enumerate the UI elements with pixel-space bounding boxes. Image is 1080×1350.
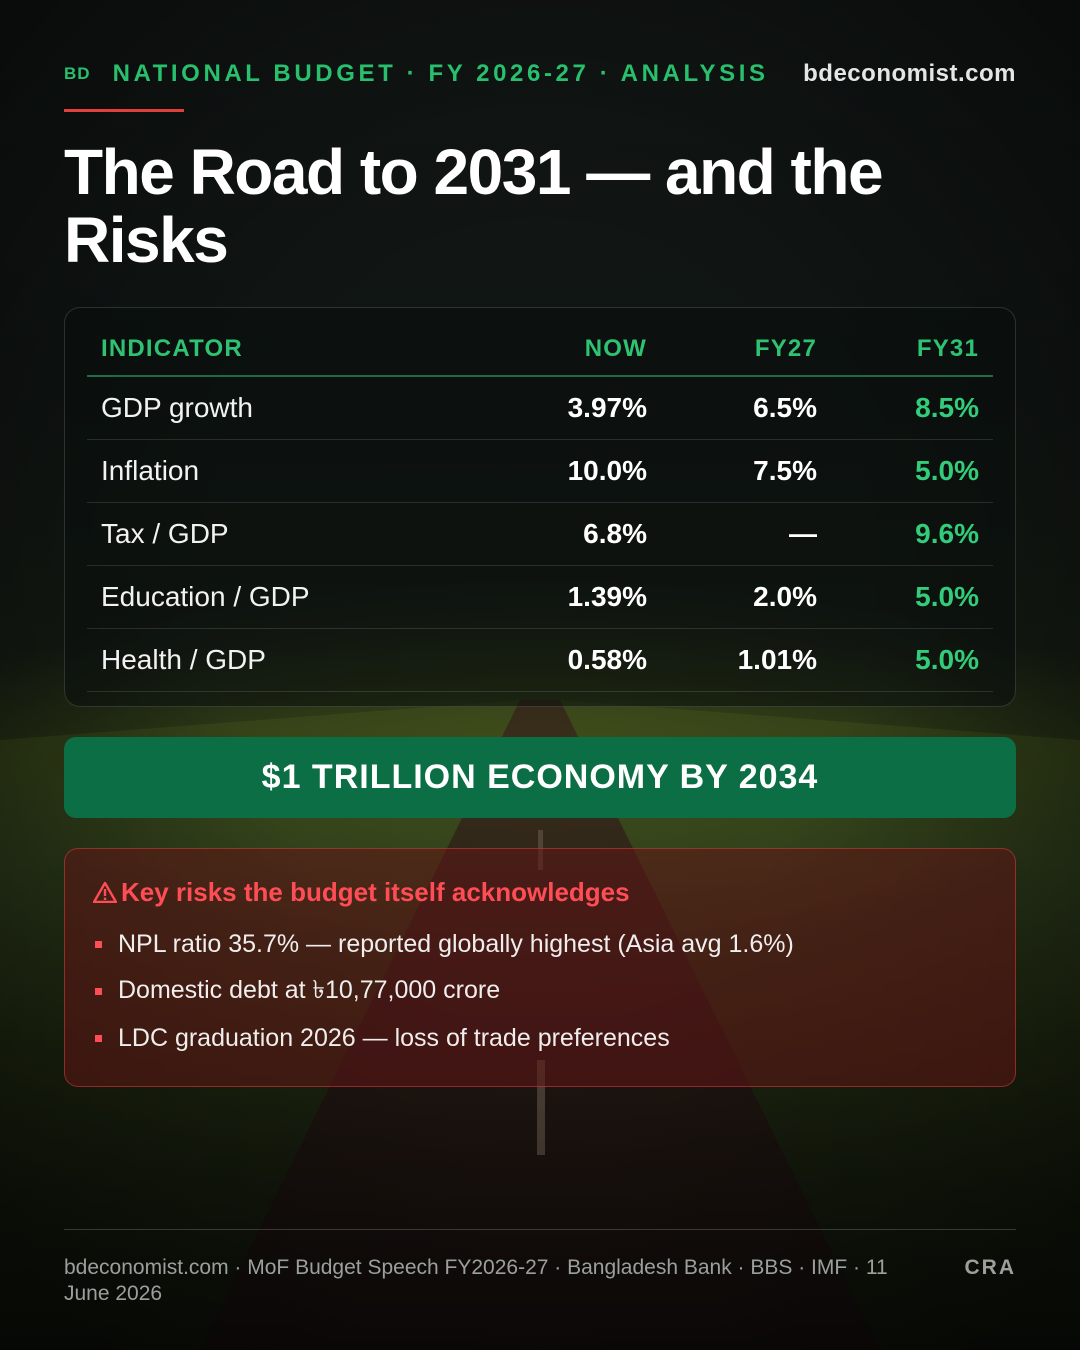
bullet-square-icon xyxy=(95,941,102,948)
warning-icon xyxy=(93,881,117,903)
risk-text: NPL ratio 35.7% — reported globally high… xyxy=(118,930,794,958)
value-fy31: 8.5% xyxy=(915,392,979,423)
value-fy27: — xyxy=(789,518,817,549)
title-accent-rule xyxy=(64,109,184,112)
bullet-square-icon xyxy=(95,988,102,995)
footer-sources: bdeconomist.com · MoF Budget Speech FY20… xyxy=(64,1256,888,1305)
value-fy27: 2.0% xyxy=(753,581,817,612)
header-bar: BD NATIONAL BUDGET · FY 2026-27 · ANALYS… xyxy=(64,58,1016,90)
value-fy31: 9.6% xyxy=(915,518,979,549)
value-fy31: 5.0% xyxy=(915,455,979,486)
country-badge: BD xyxy=(64,64,91,83)
table-header: INDICATOR NOW FY27 FY31 xyxy=(87,322,993,377)
risks-heading: Key risks the budget itself acknowledges xyxy=(93,875,987,909)
risk-text: LDC graduation 2026 — loss of trade pref… xyxy=(118,1024,670,1052)
list-item: Domestic debt at ৳10,77,000 crore xyxy=(93,968,987,1015)
value-fy31: 5.0% xyxy=(915,581,979,612)
value-fy27: 6.5% xyxy=(753,392,817,423)
risks-title-text: Key risks the budget itself acknowledges xyxy=(121,876,630,907)
value-fy27: 1.01% xyxy=(737,644,817,675)
value-now: 10.0% xyxy=(567,455,647,486)
table-row: GDP growth 3.97% 6.5% 8.5% xyxy=(87,377,993,440)
indicator-label: Education / GDP xyxy=(101,581,310,612)
column-header-now: NOW xyxy=(584,334,647,362)
column-header-fy31: FY31 xyxy=(916,334,979,362)
column-header-indicator: INDICATOR xyxy=(101,334,243,362)
headline-banner: $1 TRILLION ECONOMY BY 2034 xyxy=(64,737,1016,818)
footer-divider xyxy=(64,1229,1016,1230)
value-fy31: 5.0% xyxy=(915,644,979,675)
table-row: Education / GDP 1.39% 2.0% 5.0% xyxy=(87,566,993,629)
list-item: NPL ratio 35.7% — reported globally high… xyxy=(93,921,987,968)
indicator-label: Tax / GDP xyxy=(101,518,229,549)
page-title: The Road to 2031 — and the Risks xyxy=(64,136,884,276)
indicator-label: Health / GDP xyxy=(101,644,266,675)
indicator-table: INDICATOR NOW FY27 FY31 GDP growth 3.97%… xyxy=(64,307,1016,707)
bullet-square-icon xyxy=(95,1035,102,1042)
value-fy27: 7.5% xyxy=(753,455,817,486)
value-now: 0.58% xyxy=(567,644,647,675)
value-now: 1.39% xyxy=(567,581,647,612)
indicator-label: GDP growth xyxy=(101,392,253,423)
site-name: bdeconomist.com xyxy=(803,60,1016,87)
value-now: 3.97% xyxy=(567,392,647,423)
footer-mark: CRA xyxy=(964,1256,1016,1279)
value-now: 6.8% xyxy=(583,518,647,549)
list-item: LDC graduation 2026 — loss of trade pref… xyxy=(93,1015,987,1062)
table-row: Health / GDP 0.58% 1.01% 5.0% xyxy=(87,629,993,692)
section-kicker: NATIONAL BUDGET · FY 2026-27 · ANALYSIS xyxy=(112,60,769,87)
table-row: Inflation 10.0% 7.5% 5.0% xyxy=(87,440,993,503)
indicator-label: Inflation xyxy=(101,455,200,486)
column-header-fy27: FY27 xyxy=(754,334,817,362)
table-row: Tax / GDP 6.8% — 9.6% xyxy=(87,503,993,566)
risk-text: Domestic debt at ৳10,77,000 crore xyxy=(118,976,501,1004)
risks-card: Key risks the budget itself acknowledges… xyxy=(64,848,1016,1087)
risks-list: NPL ratio 35.7% — reported globally high… xyxy=(93,921,987,1062)
